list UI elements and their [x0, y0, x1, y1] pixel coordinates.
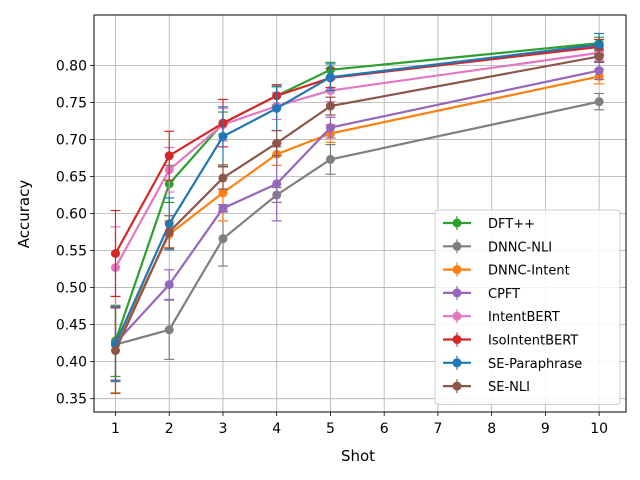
- legend-marker: [452, 288, 462, 298]
- legend-item: DNNC-Intent: [443, 262, 570, 279]
- data-point: [110, 346, 120, 356]
- x-axis-label: Shot: [341, 447, 375, 465]
- legend-marker: [452, 335, 462, 344]
- legend-item: SE-Paraphrase: [443, 355, 582, 372]
- y-axis-label: Accuracy: [15, 180, 33, 249]
- data-point: [218, 131, 228, 141]
- legend-marker: [452, 265, 462, 275]
- data-point: [164, 280, 174, 290]
- y-tick-label: 0.75: [56, 95, 87, 111]
- legend: DFT++ DNNC-NLI DNNC-Intent CPFT IntentBERT Is…: [434, 209, 621, 405]
- legend-marker: [452, 241, 462, 251]
- data-point: [218, 173, 228, 183]
- legend-marker: [452, 358, 462, 368]
- series-line: [114, 43, 600, 345]
- series-line: [114, 51, 600, 269]
- x-axis-ticks: 1 2 3 4 5 6 7 8 9 10: [111, 412, 608, 437]
- x-tick-label: 3: [219, 421, 228, 437]
- legend-item: DNNC-NLI: [443, 239, 552, 255]
- x-tick-label: 6: [380, 421, 389, 437]
- data-point: [164, 151, 174, 161]
- legend-marker: [452, 381, 462, 391]
- legend-label: IsoIntentBERT: [488, 334, 578, 349]
- data-point: [164, 325, 174, 335]
- data-point: [218, 203, 228, 213]
- legend-label: SE-NLI: [488, 380, 530, 395]
- data-point: [218, 188, 228, 198]
- series-line: [114, 69, 600, 344]
- legend-item: SE-NLI: [443, 379, 530, 395]
- x-tick-label: 10: [590, 421, 608, 437]
- y-tick-label: 0.70: [56, 132, 87, 148]
- data-point: [272, 103, 282, 113]
- data-point: [164, 227, 174, 237]
- x-tick-label: 7: [433, 421, 442, 437]
- y-tick-label: 0.50: [56, 281, 87, 297]
- legend-label: DFT++: [488, 217, 535, 232]
- legend-box: [434, 209, 621, 405]
- x-tick-label: 4: [272, 421, 281, 437]
- data-point: [110, 248, 120, 258]
- data-point: [218, 234, 228, 244]
- y-tick-label: 0.65: [56, 169, 87, 185]
- legend-item: DFT++: [443, 216, 535, 232]
- series-line: [115, 100, 600, 346]
- series-se-nli: [110, 49, 605, 395]
- legend-label: SE-Paraphrase: [488, 357, 582, 372]
- legend-item: CPFT: [443, 285, 520, 302]
- legend-label: DNNC-NLI: [488, 240, 552, 255]
- legend-label: DNNC-Intent: [488, 264, 570, 279]
- legend-label: IntentBERT: [488, 310, 560, 325]
- series-layer: [110, 32, 605, 395]
- y-tick-label: 0.35: [56, 392, 87, 408]
- x-tick-label: 5: [326, 421, 335, 437]
- legend-item: IsoIntentBERT: [443, 332, 578, 349]
- y-tick-label: 0.40: [56, 355, 87, 371]
- y-tick-label: 0.60: [56, 207, 87, 223]
- y-axis-ticks: 0.35 0.40 0.45 0.50 0.55 0.60 0.65 0.70 0.75 0.80: [56, 58, 94, 408]
- data-point: [594, 66, 604, 76]
- series-cpft: [110, 61, 605, 381]
- data-point: [272, 179, 282, 189]
- legend-item: IntentBERT: [443, 309, 560, 325]
- y-tick-label: 0.55: [56, 244, 87, 260]
- x-tick-label: 8: [487, 421, 496, 437]
- series-line: [114, 55, 600, 351]
- data-point: [325, 154, 335, 164]
- x-tick-label: 9: [541, 421, 550, 437]
- data-point: [325, 72, 335, 82]
- legend-label: CPFT: [488, 287, 520, 302]
- y-tick-label: 0.80: [56, 58, 87, 74]
- data-point: [325, 123, 335, 133]
- data-point: [272, 138, 282, 148]
- data-point: [594, 40, 604, 50]
- legend-marker: [452, 218, 462, 228]
- x-tick-label: 2: [165, 421, 174, 437]
- data-point: [594, 51, 604, 61]
- data-point: [594, 97, 604, 107]
- legend-marker: [452, 311, 462, 321]
- data-point: [325, 101, 335, 111]
- x-tick-label: 1: [111, 421, 120, 437]
- y-tick-label: 0.45: [56, 318, 87, 334]
